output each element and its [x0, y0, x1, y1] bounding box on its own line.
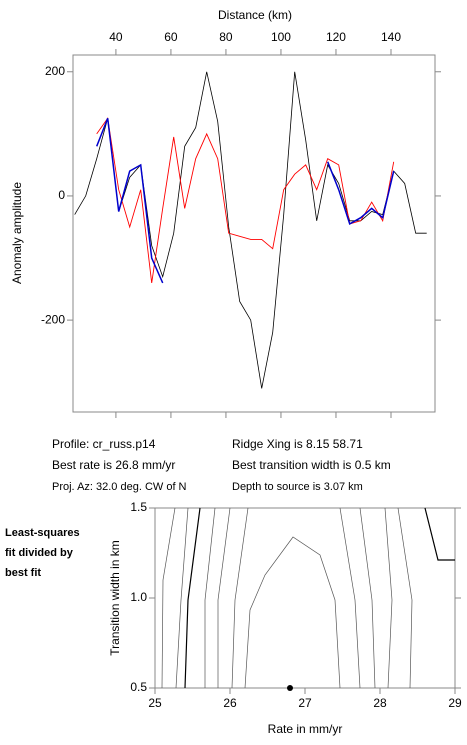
- x-tick-label: 140: [381, 30, 401, 44]
- info-text: Depth to source is 3.07 km: [232, 481, 363, 493]
- info-text: Profile: cr_russ.p14: [52, 437, 156, 451]
- contour: [359, 507, 376, 689]
- bottom-frame: [154, 507, 456, 689]
- x-tick-label: 80: [219, 30, 233, 44]
- contour: [424, 507, 455, 561]
- contour: [339, 507, 361, 689]
- info-text: Proj. Az: 32.0 deg. CW of N: [52, 481, 187, 493]
- x-tick-label: 28: [373, 696, 387, 710]
- contour: [217, 507, 231, 688]
- x-tick-label: 100: [271, 30, 291, 44]
- x-tick-label: 29: [448, 696, 462, 710]
- contour: [397, 507, 413, 689]
- x-tick-label: 40: [109, 30, 123, 44]
- info-text: Ridge Xing is 8.15 58.71: [232, 437, 363, 451]
- info-text: Best rate is 26.8 mm/yr: [52, 458, 175, 472]
- contour: [231, 507, 249, 689]
- contour: [161, 507, 176, 689]
- contour: [184, 507, 201, 689]
- contour: [244, 536, 341, 689]
- side-note: Least-squares: [5, 527, 80, 539]
- data-line: [96, 118, 395, 284]
- top-frame: [72, 54, 436, 413]
- y-axis-title: Transition width in km: [108, 540, 122, 656]
- info-text: Best transition width is 0.5 km: [232, 458, 391, 472]
- contour: [204, 507, 216, 688]
- x-axis-title: Distance (km): [218, 8, 292, 22]
- contours: [161, 507, 455, 689]
- side-note: best fit: [5, 567, 41, 579]
- y-tick-label: 0.5: [130, 680, 147, 694]
- x-tick-label: 27: [298, 696, 312, 710]
- x-tick-label: 26: [223, 696, 237, 710]
- x-tick-label: 120: [326, 30, 346, 44]
- x-tick-label: 60: [164, 30, 178, 44]
- point: [287, 685, 293, 691]
- x-tick-label: 25: [148, 696, 162, 710]
- y-tick-label: 1.0: [130, 590, 147, 604]
- y-tick-label: 200: [45, 64, 65, 78]
- y-tick-label: -200: [41, 312, 65, 326]
- data-line: [74, 71, 427, 389]
- x-axis-title: Rate in mm/yr: [268, 722, 343, 736]
- y-tick-label: 0: [58, 188, 65, 202]
- side-note: fit divided by: [5, 547, 74, 559]
- data-line: [96, 117, 395, 283]
- y-tick-label: 1.5: [130, 500, 147, 514]
- contour: [384, 507, 393, 689]
- y-axis-title: Anomaly amplitude: [10, 182, 24, 284]
- contour: [175, 507, 189, 689]
